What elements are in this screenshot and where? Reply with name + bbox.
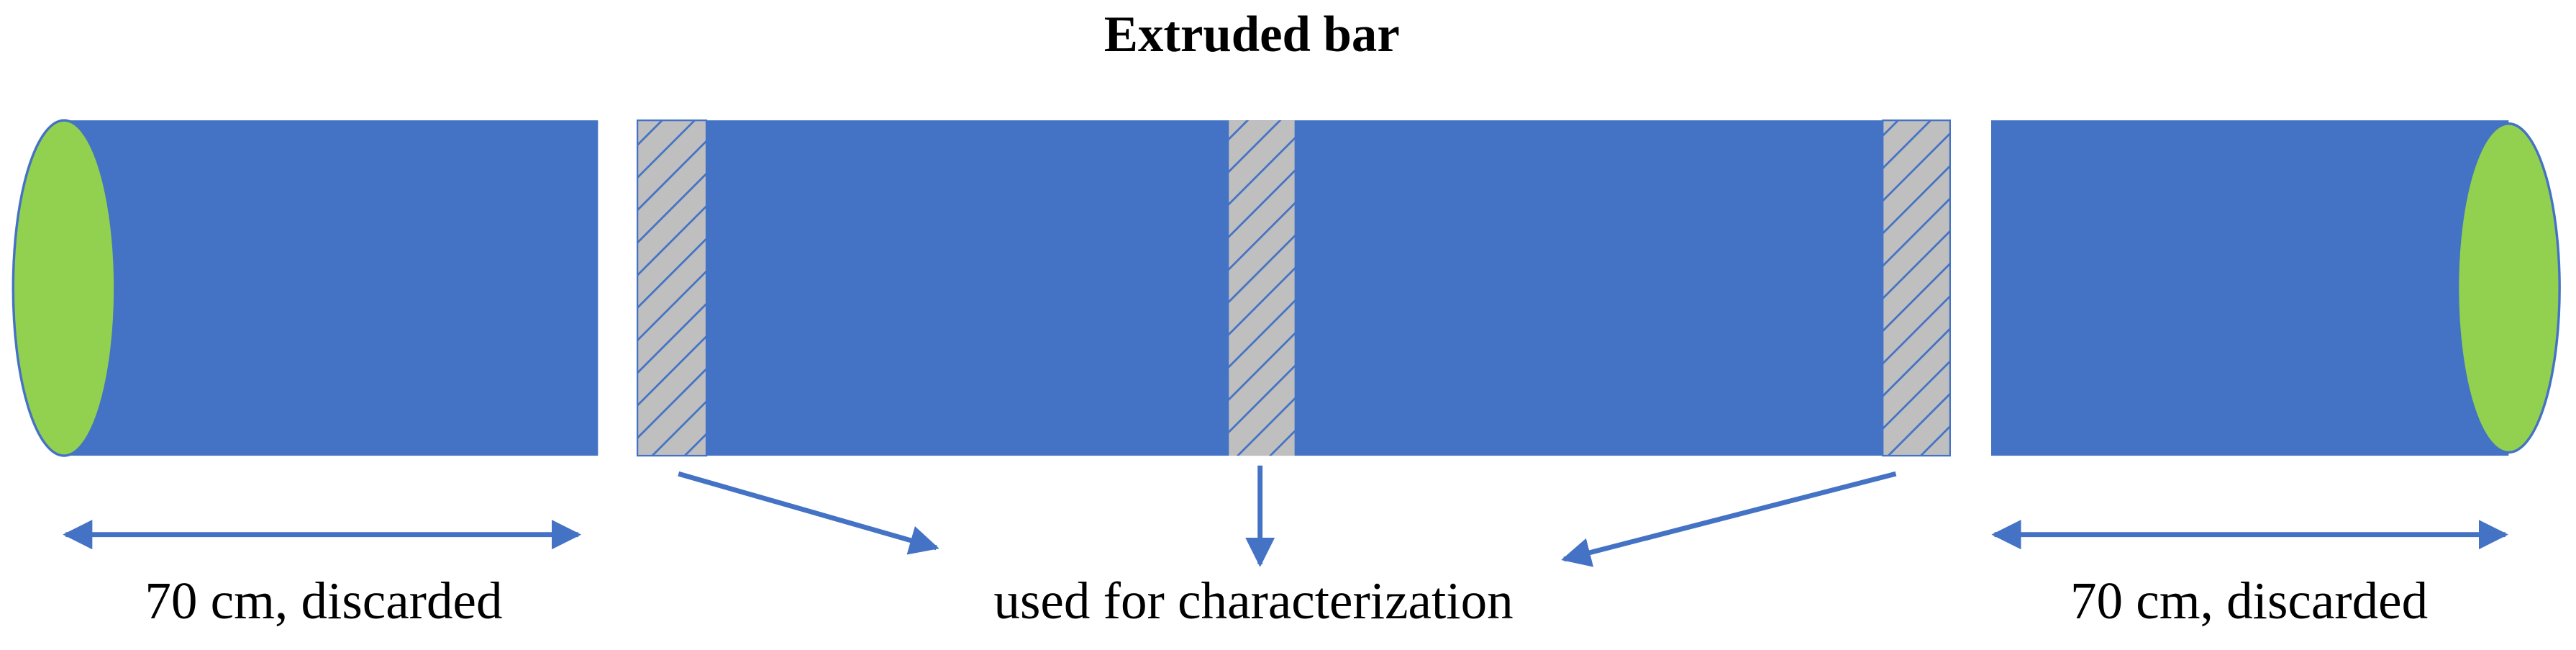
middle-segment [636, 119, 1952, 457]
right-segment [1990, 120, 2561, 456]
left-label: 70 cm, discarded [145, 572, 502, 630]
arrows [63, 465, 2508, 567]
right-label: 70 cm, discarded [2070, 572, 2428, 630]
left-segment [12, 119, 599, 457]
title: Extruded bar [1104, 6, 1400, 63]
center-label: used for characterization [993, 572, 1513, 630]
